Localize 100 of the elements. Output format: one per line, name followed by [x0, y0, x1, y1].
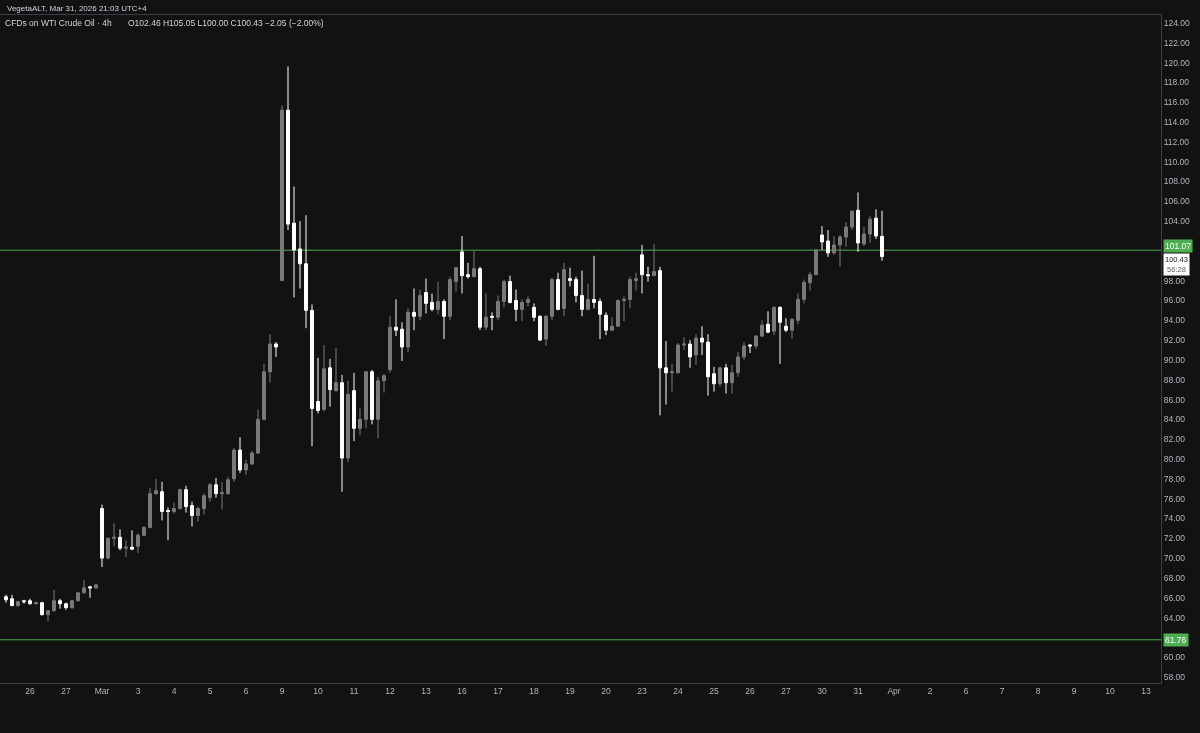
candlestick — [34, 601, 38, 606]
candlestick — [28, 598, 32, 606]
candlestick — [742, 341, 746, 361]
candlestick — [556, 272, 560, 311]
candlestick — [22, 599, 26, 605]
candlestick — [610, 316, 614, 332]
candlestick — [802, 279, 806, 304]
candlestick — [826, 229, 830, 258]
candlestick — [484, 293, 488, 331]
y-tick-label: 114.00 — [1163, 117, 1190, 128]
candlestick — [778, 305, 782, 365]
candlestick — [478, 266, 482, 331]
candlestick — [448, 276, 452, 321]
candlestick — [202, 493, 206, 516]
candlestick — [514, 289, 518, 322]
candlestick — [328, 358, 332, 407]
ref-line-label: 101.07 — [1165, 241, 1192, 251]
candlestick — [538, 314, 542, 342]
y-tick-label: 70.00 — [1163, 553, 1186, 564]
y-tick-label: 80.00 — [1163, 453, 1186, 464]
x-tick-label: 2 — [927, 686, 933, 697]
x-tick-label: 18 — [529, 686, 539, 697]
y-tick-label: 86.00 — [1163, 394, 1186, 405]
chart-subtitle: O102.46 H105.05 L100.00 C100.43 −2.05 (−2.00%) — [128, 18, 324, 28]
candlestick — [376, 376, 380, 439]
candlestick — [730, 364, 734, 395]
candlestick — [676, 342, 680, 375]
candlestick — [442, 298, 446, 340]
y-tick-label: 90.00 — [1163, 354, 1186, 365]
candlestick — [760, 319, 764, 338]
candlestick — [160, 481, 164, 521]
candlestick — [274, 341, 278, 358]
candlestick — [208, 482, 212, 503]
y-tick-label: 66.00 — [1163, 592, 1186, 603]
candlestick — [706, 333, 710, 397]
candlestick — [652, 243, 656, 277]
candlestick — [604, 311, 608, 336]
candlestick — [466, 262, 470, 280]
candlestick — [136, 532, 140, 554]
candlestick — [364, 370, 368, 429]
x-tick-label: 4 — [171, 686, 177, 697]
candlestick — [700, 325, 704, 356]
candlestick — [88, 585, 92, 599]
candlestick — [796, 293, 800, 325]
candlestick — [736, 351, 740, 378]
x-tick-label: 6 — [243, 686, 249, 697]
candlestick — [592, 255, 596, 309]
candlestick — [286, 66, 290, 231]
y-tick-label: 106.00 — [1163, 196, 1190, 207]
candlestick — [112, 522, 116, 547]
candlestick — [388, 315, 392, 374]
candlestick — [256, 408, 260, 455]
x-tick-label: 9 — [1071, 686, 1077, 697]
candlestick — [586, 283, 590, 311]
x-tick-label: 31 — [853, 686, 863, 697]
candlestick — [568, 267, 572, 288]
candlestick — [472, 250, 476, 279]
candlestick — [172, 502, 176, 515]
candlestick — [520, 298, 524, 322]
candlestick — [352, 372, 356, 442]
candlestick — [622, 295, 626, 322]
candlestick — [688, 339, 692, 369]
candlestick — [454, 266, 458, 293]
x-tick-label: 6 — [963, 686, 969, 697]
candlestick — [334, 347, 338, 393]
candlestick — [658, 266, 662, 416]
y-tick-label: 72.00 — [1163, 533, 1186, 544]
y-tick-label: 122.00 — [1163, 37, 1190, 48]
y-tick-label: 118.00 — [1163, 77, 1190, 88]
candlestick — [220, 481, 224, 511]
candlestick — [58, 598, 62, 610]
x-tick-label: 13 — [1141, 686, 1151, 697]
candlestick — [184, 485, 188, 514]
candlestick — [70, 599, 74, 610]
candlestick — [166, 507, 170, 541]
y-tick-label: 98.00 — [1163, 275, 1186, 286]
y-tick-label: 92.00 — [1163, 335, 1186, 346]
x-tick-label: 30 — [817, 686, 827, 697]
candlestick — [226, 476, 230, 496]
y-tick-label: 68.00 — [1163, 572, 1186, 583]
candlestick — [772, 305, 776, 336]
candlestick — [496, 294, 500, 321]
candlestick — [196, 506, 200, 522]
candlestick — [844, 221, 848, 248]
candlestick — [712, 366, 716, 393]
candlestick — [154, 478, 158, 495]
candlestick — [262, 363, 266, 421]
x-tick-label: 27 — [781, 686, 791, 697]
candlestick — [16, 600, 20, 608]
candlestick — [190, 501, 194, 527]
candlestick — [400, 321, 404, 362]
candlestick — [64, 602, 68, 611]
x-tick-label: 10 — [313, 686, 323, 697]
candlestick — [106, 536, 110, 560]
candlestick — [214, 477, 218, 499]
y-tick-label: 84.00 — [1163, 414, 1186, 425]
candlestick — [790, 317, 794, 340]
candlestick — [694, 333, 698, 366]
y-tick-label: 58.00 — [1163, 672, 1186, 683]
candlestick — [340, 374, 344, 493]
